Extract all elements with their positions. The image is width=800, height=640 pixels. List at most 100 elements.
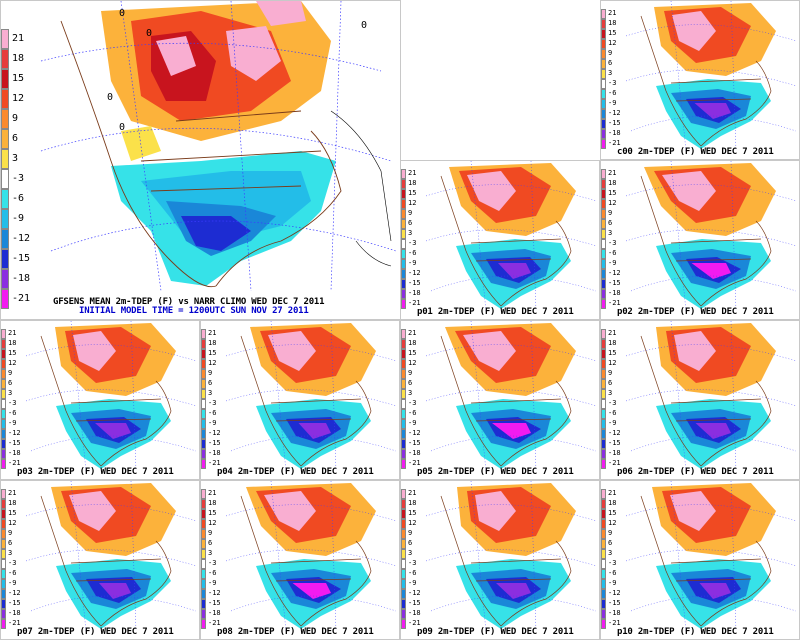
scale-swatch xyxy=(401,409,406,419)
scale-swatch xyxy=(601,519,606,529)
scale-label: -6 xyxy=(608,409,617,417)
scale-label: -18 xyxy=(608,609,621,617)
scale-label: 6 xyxy=(408,379,413,387)
scale-swatch xyxy=(601,619,606,629)
scale-swatch xyxy=(401,209,406,219)
scale-swatch xyxy=(201,439,206,449)
scale-label: 21 xyxy=(8,329,17,337)
scale-label: 9 xyxy=(608,369,613,377)
scale-label: -15 xyxy=(208,599,221,607)
scale-swatch xyxy=(401,169,406,179)
scale-swatch xyxy=(601,29,606,39)
scale-swatch xyxy=(601,339,606,349)
scale-swatch xyxy=(401,549,406,559)
scale-swatch xyxy=(1,389,6,399)
scale-swatch xyxy=(401,459,406,469)
scale-swatch xyxy=(401,559,406,569)
scale-swatch xyxy=(1,69,9,89)
scale-label: 9 xyxy=(208,369,213,377)
member-map-graphic xyxy=(425,481,597,632)
scale-swatch xyxy=(601,109,606,119)
scale-label: 18 xyxy=(208,499,217,507)
member-caption: p06 2m-TDEP (F) WED DEC 7 2011 xyxy=(617,467,774,477)
member-map-graphic xyxy=(225,321,397,472)
scale-label: -3 xyxy=(408,239,417,247)
member-map-panel-p08: 21 18 15 12 9 6 3 -3 -6 -9 -12 -15 -18 -21 p08 2m-TDEP… xyxy=(200,480,400,640)
member-caption: p09 2m-TDEP (F) WED DEC 7 2011 xyxy=(417,627,574,637)
scale-swatch xyxy=(601,589,606,599)
scale-swatch xyxy=(201,509,206,519)
scale-swatch xyxy=(601,559,606,569)
scale-swatch xyxy=(401,229,406,239)
scale-swatch xyxy=(601,329,606,339)
scale-swatch xyxy=(601,139,606,149)
scale-swatch xyxy=(401,609,406,619)
scale-label: 12 xyxy=(12,93,25,104)
member-color-scale: 21 18 15 12 9 6 3 -3 -6 -9 -12 -15 -18 -21 xyxy=(601,9,621,149)
scale-swatch xyxy=(401,289,406,299)
scale-label: -3 xyxy=(208,559,217,567)
scale-label: 12 xyxy=(208,359,217,367)
scale-label: 15 xyxy=(208,349,217,357)
scale-label: 12 xyxy=(608,199,617,207)
member-map-graphic xyxy=(25,481,197,632)
main-map-graphic xyxy=(31,1,400,293)
scale-label: -9 xyxy=(12,213,25,224)
scale-swatch xyxy=(401,179,406,189)
scale-swatch xyxy=(1,289,9,309)
member-caption: p07 2m-TDEP (F) WED DEC 7 2011 xyxy=(17,627,174,637)
scale-swatch xyxy=(1,559,6,569)
scale-swatch xyxy=(1,589,6,599)
scale-label: -21 xyxy=(608,459,621,467)
scale-label: 21 xyxy=(12,33,25,44)
scale-swatch xyxy=(601,199,606,209)
scale-swatch xyxy=(601,79,606,89)
scale-swatch xyxy=(601,39,606,49)
scale-swatch xyxy=(1,419,6,429)
scale-swatch xyxy=(201,489,206,499)
scale-label: -3 xyxy=(8,559,17,567)
scale-swatch xyxy=(201,339,206,349)
scale-label: -21 xyxy=(408,459,421,467)
scale-label: 12 xyxy=(608,519,617,527)
scale-label: -6 xyxy=(408,569,417,577)
member-caption: p05 2m-TDEP (F) WED DEC 7 2011 xyxy=(417,467,574,477)
scale-label: -3 xyxy=(408,399,417,407)
scale-label: -3 xyxy=(408,559,417,567)
scale-label: 3 xyxy=(408,229,413,237)
scale-label: 18 xyxy=(608,179,617,187)
scale-swatch xyxy=(601,549,606,559)
main-map-panel: 21 18 15 12 9 6 3 -3 -6 -9 -12 -15 -18 -21 0 0 0 0 0 … xyxy=(0,0,401,320)
scale-swatch xyxy=(401,589,406,599)
scale-swatch xyxy=(401,509,406,519)
scale-label: -18 xyxy=(8,609,21,617)
scale-label: 9 xyxy=(408,529,413,537)
scale-swatch xyxy=(201,519,206,529)
scale-label: -18 xyxy=(608,129,621,137)
scale-label: -9 xyxy=(8,579,17,587)
scale-label: -12 xyxy=(608,589,621,597)
scale-swatch xyxy=(601,189,606,199)
member-color-scale: 21 18 15 12 9 6 3 -3 -6 -9 -12 -15 -18 -21 xyxy=(601,169,621,309)
scale-label: 12 xyxy=(208,519,217,527)
scale-swatch xyxy=(1,149,9,169)
scale-label: 3 xyxy=(608,229,613,237)
scale-label: -12 xyxy=(8,589,21,597)
scale-swatch xyxy=(601,359,606,369)
scale-label: -12 xyxy=(408,589,421,597)
member-color-scale: 21 18 15 12 9 6 3 -3 -6 -9 -12 -15 -18 -21 xyxy=(601,489,621,629)
scale-swatch xyxy=(601,349,606,359)
scale-swatch xyxy=(601,529,606,539)
scale-label: 9 xyxy=(608,209,613,217)
scale-swatch xyxy=(601,99,606,109)
scale-label: 15 xyxy=(608,509,617,517)
scale-swatch xyxy=(1,359,6,369)
scale-swatch xyxy=(401,539,406,549)
scale-swatch xyxy=(201,379,206,389)
scale-label: 18 xyxy=(608,19,617,27)
scale-label: 21 xyxy=(608,329,617,337)
scale-swatch xyxy=(1,599,6,609)
member-caption: p08 2m-TDEP (F) WED DEC 7 2011 xyxy=(217,627,374,637)
scale-swatch xyxy=(201,409,206,419)
scale-swatch xyxy=(601,599,606,609)
